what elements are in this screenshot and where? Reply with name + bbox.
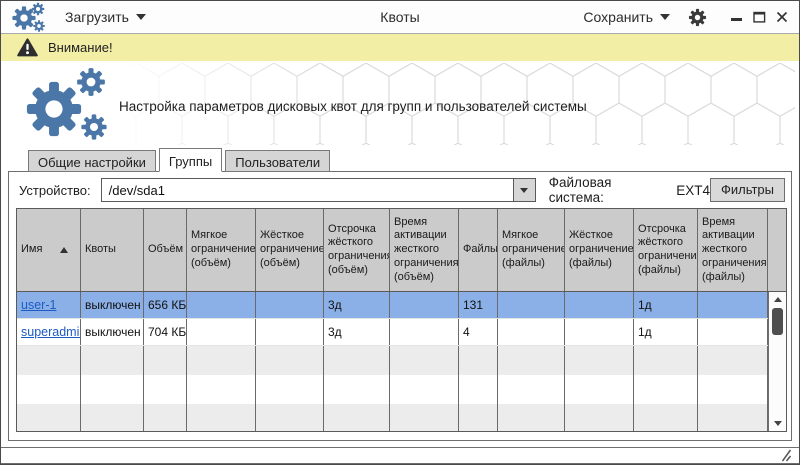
column-header-soft-limit-files[interactable]: Мягкое ограничение (файлы) — [498, 209, 565, 291]
column-header-hard-limit-files[interactable]: Жёсткое ограничение (файлы) — [565, 209, 634, 291]
minimize-icon — [730, 18, 742, 21]
maximize-button[interactable] — [752, 10, 766, 24]
column-header-files[interactable]: Файлы — [459, 209, 498, 291]
page-description: Настройка параметров дисковых квот для г… — [119, 99, 587, 114]
table-body: user-1 выключен 656 КБ 3д 131 1д — [17, 292, 786, 431]
page-header: Настройка параметров дисковых квот для г… — [1, 61, 799, 148]
column-header-activation-time-files[interactable]: Время активации жесткого ограничения (фа… — [698, 209, 768, 291]
table-cell — [565, 319, 634, 345]
table-cell — [187, 319, 256, 345]
close-button[interactable] — [775, 10, 789, 24]
column-header-activation-time-volume[interactable]: Время активации жесткого ограничения (об… — [390, 209, 459, 291]
warning-banner: Внимание! — [1, 34, 799, 61]
gears-hero-icon — [26, 68, 107, 140]
column-header-grace-files[interactable]: Отсрочка жёсткого ограничения (файлы) — [634, 209, 698, 291]
table-cell — [565, 292, 634, 318]
table-cell: 4 — [459, 319, 498, 345]
scroll-down-button[interactable] — [769, 416, 786, 431]
column-header-soft-limit-volume[interactable]: Мягкое ограничение (объём) — [187, 209, 256, 291]
content-panel: Устройство: /dev/sda1 Файловая система: … — [8, 171, 792, 441]
table-cell: выключен — [81, 292, 144, 318]
device-value: /dev/sda1 — [108, 183, 165, 198]
scroll-down-icon — [773, 421, 782, 426]
device-toolbar: Устройство: /dev/sda1 Файловая система: … — [9, 172, 791, 208]
settings-gear-icon[interactable] — [688, 8, 707, 27]
warning-icon — [17, 38, 38, 57]
save-button-label: Сохранить — [583, 9, 653, 25]
column-header-hard-limit-volume[interactable]: Жёсткое ограничение (объём) — [256, 209, 324, 291]
table-cell — [698, 319, 768, 345]
empty-table-row — [17, 404, 768, 431]
filters-button[interactable]: Фильтры — [709, 178, 785, 202]
group-name-link[interactable]: user-1 — [21, 298, 57, 312]
tab-bar: Общие настройки Группы Пользователи — [28, 148, 799, 172]
load-dropdown-button[interactable]: Загрузить — [61, 6, 150, 28]
table-cell — [187, 292, 256, 318]
table-cell: 656 КБ — [144, 292, 187, 318]
tab-general-settings[interactable]: Общие настройки — [28, 150, 156, 172]
table-cell — [390, 319, 459, 345]
header-filler — [768, 209, 786, 291]
tab-groups[interactable]: Группы — [158, 148, 223, 172]
table-row[interactable]: superadmin выключен 704 КБ 3д 4 1д — [17, 319, 768, 346]
filesystem-value: EXT4 — [676, 182, 710, 198]
chevron-down-icon — [660, 14, 670, 20]
scroll-up-button[interactable] — [769, 292, 786, 307]
device-combobox[interactable]: /dev/sda1 — [100, 178, 536, 202]
table-cell — [256, 292, 324, 318]
table-cell — [498, 292, 565, 318]
table-cell: 1д — [634, 319, 698, 345]
device-label: Устройство: — [19, 182, 91, 198]
status-bar — [1, 447, 799, 464]
minimize-button[interactable] — [729, 10, 743, 24]
chevron-down-icon — [135, 14, 146, 20]
load-button-label: Загрузить — [65, 9, 129, 25]
column-header-name[interactable]: Имя — [17, 209, 81, 291]
combobox-arrow-button[interactable] — [512, 179, 535, 201]
table-cell: 704 КБ — [144, 319, 187, 345]
hexagon-pattern — [113, 63, 795, 145]
tab-users[interactable]: Пользователи — [225, 150, 331, 172]
quota-table: Имя Квоты Объём Мягкое ограничение (объё… — [16, 208, 787, 432]
app-logo-gears-icon — [12, 2, 45, 32]
close-icon — [776, 11, 788, 23]
table-cell — [256, 319, 324, 345]
column-header-quotas[interactable]: Квоты — [81, 209, 144, 291]
table-cell: 1д — [634, 292, 698, 318]
filesystem-label: Файловая система: — [548, 175, 612, 205]
table-cell — [698, 292, 768, 318]
scroll-up-icon — [773, 297, 782, 302]
table-row[interactable]: user-1 выключен 656 КБ 3д 131 1д — [17, 292, 768, 319]
table-cell: выключен — [81, 319, 144, 345]
table-cell: 131 — [459, 292, 498, 318]
title-bar: Загрузить Квоты Сохранить — [1, 1, 799, 34]
scrollbar-thumb[interactable] — [772, 308, 783, 335]
table-cell — [390, 292, 459, 318]
save-dropdown-button[interactable]: Сохранить — [579, 6, 674, 28]
maximize-icon — [752, 11, 765, 23]
table-cell: 3д — [324, 292, 390, 318]
warning-text: Внимание! — [48, 40, 113, 55]
group-name-link[interactable]: superadmin — [21, 325, 81, 339]
empty-table-row — [17, 375, 768, 404]
table-cell: 3д — [324, 319, 390, 345]
sort-ascending-icon — [60, 247, 68, 253]
vertical-scrollbar[interactable] — [768, 292, 786, 431]
empty-table-row — [17, 346, 768, 375]
column-header-volume[interactable]: Объём — [144, 209, 187, 291]
chevron-down-icon — [520, 187, 529, 193]
column-header-grace-volume[interactable]: Отсрочка жёсткого ограничения (объём) — [324, 209, 390, 291]
table-header-row: Имя Квоты Объём Мягкое ограничение (объё… — [17, 209, 786, 292]
table-cell — [498, 319, 565, 345]
resize-grip-icon[interactable] — [777, 449, 792, 462]
